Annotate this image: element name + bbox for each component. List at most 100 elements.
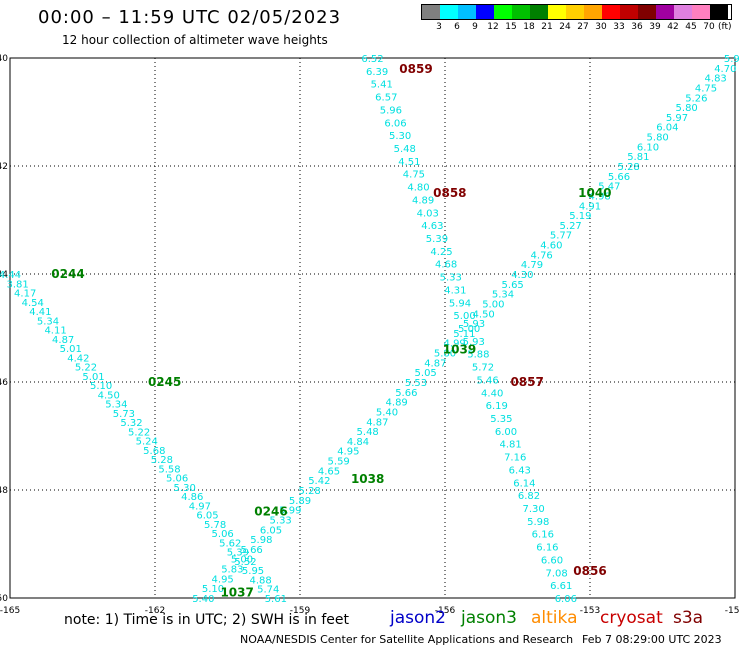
wave-height-point: 5.93 — [463, 337, 485, 348]
wave-height-point: 4.95 — [212, 574, 234, 585]
wave-height-point: 6.43 — [509, 465, 531, 476]
x-tick-label: -159 — [290, 606, 311, 616]
wave-height-point: 5.28 — [299, 486, 321, 497]
wave-height-point: 4.89 — [412, 195, 434, 206]
wave-height-point: 5.30 — [174, 483, 196, 494]
legend-swatch — [710, 5, 728, 19]
satellite-label-altika: altika — [531, 608, 578, 628]
color-legend: 3 6 9 12 15 18 21 24 27 30 33 36 39 42 45 70 (ft) — [421, 4, 732, 32]
wave-height-point: 5.48 — [357, 427, 379, 438]
wave-height-point: 4.70 — [714, 64, 736, 75]
wave-height-point: 6.00 — [495, 427, 517, 438]
satellite-label-jason2: jason2 — [390, 608, 446, 628]
wave-height-point: 4.98 — [589, 191, 611, 202]
wave-height-point: 5.01 — [60, 344, 82, 355]
wave-height-point: 5.88 — [467, 350, 489, 361]
legend-swatch — [566, 5, 584, 19]
legend-swatch — [512, 5, 530, 19]
wave-height-point: 5.80 — [434, 349, 456, 360]
wave-height-point: 5.26 — [685, 93, 707, 104]
note-text: note: 1) Time is in UTC; 2) SWH is in fe… — [64, 612, 350, 628]
satellite-label-cryosat: cryosat — [600, 608, 663, 628]
wave-height-point: 6.57 — [375, 93, 397, 104]
pass-time-label: 0245 — [148, 375, 181, 389]
wave-height-point: 5.66 — [395, 388, 417, 399]
y-tick-label: -46 — [0, 378, 8, 388]
legend-label: 42 — [667, 22, 679, 32]
wave-height-point: 5.40 — [376, 407, 398, 418]
legend-label: 30 — [595, 22, 607, 32]
wave-height-point: 4.88 — [250, 575, 272, 586]
wave-height-point: 7.08 — [545, 568, 567, 579]
wave-height-point: 6.14 — [513, 478, 535, 489]
wave-height-point: 4.80 — [407, 183, 429, 194]
legend-swatch — [674, 5, 692, 19]
wave-height-point: 5.41 — [371, 80, 393, 91]
wave-height-point: 5.68 — [143, 446, 165, 457]
wave-height-point: 5.34 — [105, 400, 127, 411]
plot-frame — [9, 57, 736, 599]
wave-height-point: 5.80 — [647, 133, 669, 144]
wave-height-point: 5.33 — [440, 273, 462, 284]
legend-swatch — [530, 5, 548, 19]
wave-height-point: 4.25 — [430, 247, 452, 258]
wave-height-point: 4.97 — [189, 501, 211, 512]
wave-height-point: 6.10 — [637, 142, 659, 153]
wave-height-point: 7.16 — [504, 453, 526, 464]
wave-height-point: 4.65 — [318, 466, 340, 477]
wave-height-point: 4.50 — [473, 309, 495, 320]
wave-height-point: 5.96 — [380, 105, 402, 116]
pass-time-label: 0857 — [510, 375, 543, 389]
wave-height-point: 5.78 — [204, 520, 226, 531]
wave-height-point: 4.89 — [386, 398, 408, 409]
y-tick-label: -44 — [0, 270, 8, 280]
wave-height-point: 5.22 — [75, 363, 97, 374]
wave-height-point: 5.98 — [724, 54, 740, 65]
chart-title: 00:00 – 11:59 UTC 02/05/2023 — [38, 7, 342, 28]
legend-swatch — [620, 5, 638, 19]
wave-height-point: 5.66 — [608, 172, 630, 183]
wave-height-point: 4.03 — [417, 208, 439, 219]
wave-height-point: 5.06 — [166, 474, 188, 485]
legend-label: 12 — [487, 22, 499, 32]
wave-height-point: 5.11 — [453, 329, 475, 340]
wave-height-point: 6.05 — [196, 511, 218, 522]
wave-height-point: 5.81 — [627, 152, 649, 163]
legend-swatch — [458, 5, 476, 19]
wave-height-point: 4.81 — [499, 440, 521, 451]
wave-height-point: 5.00 — [482, 299, 504, 310]
legend-label: 3 — [436, 22, 442, 32]
legend-swatch — [440, 5, 458, 19]
legend-label: 9 — [472, 22, 478, 32]
wave-height-point: 5.39 — [426, 234, 448, 245]
legend-swatch — [656, 5, 674, 19]
wave-height-point: 4.50 — [98, 390, 120, 401]
wave-height-point: 5.94 — [449, 298, 471, 309]
chart-subtitle: 12 hour collection of altimeter wave hei… — [62, 33, 328, 47]
legend-swatch — [548, 5, 566, 19]
wave-height-point: 5.06 — [212, 529, 234, 540]
legend-label: 27 — [577, 22, 589, 32]
y-tick-label: -40 — [0, 54, 8, 64]
wave-height-point: 6.06 — [555, 594, 577, 605]
wave-height-point: 5.35 — [490, 414, 512, 425]
wave-height-point: 4.40 — [481, 388, 503, 399]
footer-timestamp: Feb 7 08:29:00 UTC 2023 — [582, 633, 722, 646]
wave-height-point: 5.52 — [234, 557, 256, 568]
wave-height-point: 5.40 — [192, 594, 214, 605]
wave-height-point: 4.87 — [366, 417, 388, 428]
wave-height-point: 5.34 — [492, 290, 514, 301]
wave-height-point: 5.95 — [242, 566, 264, 577]
wave-height-point: 4.63 — [421, 221, 443, 232]
wave-height-point: 5.89 — [289, 496, 311, 507]
wave-height-point: 5.22 — [128, 427, 150, 438]
wave-height-point: 4.31 — [444, 285, 466, 296]
wave-height-point: 5.28 — [151, 455, 173, 466]
wave-height-point: 5.24 — [136, 437, 158, 448]
legend-swatch — [494, 5, 512, 19]
wave-height-point: 4.84 — [347, 437, 369, 448]
pass-time-label: 0858 — [433, 186, 466, 200]
wave-height-point: 6.60 — [541, 555, 563, 566]
wave-height-point: 5.32 — [120, 418, 142, 429]
